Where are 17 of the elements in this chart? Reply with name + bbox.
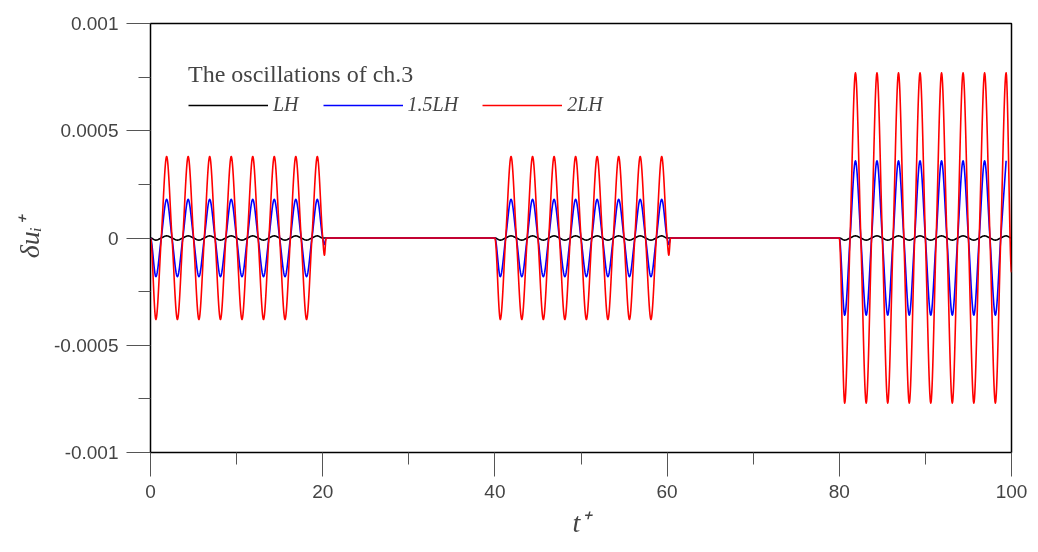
x-tick-label: 80	[828, 480, 850, 502]
legend-label: 1.5LH	[407, 93, 459, 116]
y-tick-label: 0	[107, 227, 119, 249]
legend-title: The oscillations of ch.3	[188, 61, 415, 88]
x-tick-label: 100	[995, 480, 1028, 502]
y-tick-label: 0.0005	[60, 120, 119, 142]
x-tick-label: 60	[656, 480, 678, 502]
y-tick-label: -0.001	[64, 442, 119, 463]
legend-label: 2LH	[567, 93, 603, 116]
x-axis-title: t⁺	[572, 506, 594, 538]
y-axis-title: δuᵢ⁺	[14, 213, 46, 259]
y-tick-label: -0.0005	[54, 334, 119, 356]
legend-label: LH	[273, 93, 299, 116]
y-tick-label: 0.001	[70, 13, 119, 34]
x-tick-label: 0	[145, 480, 156, 502]
x-tick-label: 40	[484, 480, 506, 502]
x-tick-label: 20	[312, 480, 334, 502]
